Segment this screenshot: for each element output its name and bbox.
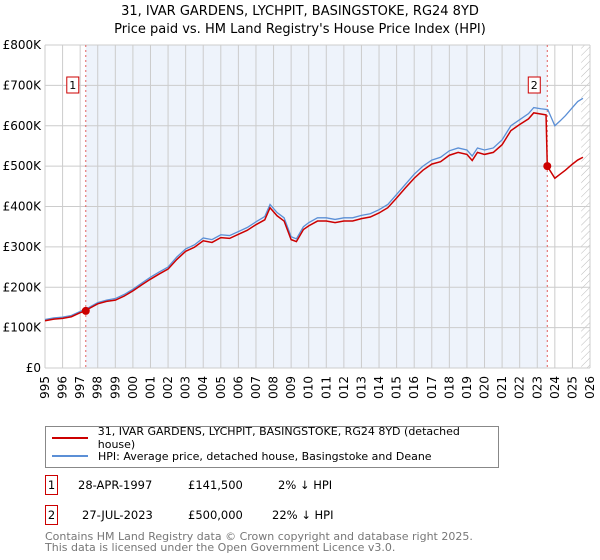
chart-subtitle: Price paid vs. HM Land Registry's House … bbox=[114, 22, 486, 37]
y-tick-label: £300K bbox=[3, 240, 43, 254]
transaction-date: 28-APR-1997 bbox=[78, 478, 153, 492]
legend-property: 31, IVAR GARDENS, LYCHPIT, BASINGSTOKE, … bbox=[97, 425, 460, 451]
y-tick-label: £700K bbox=[3, 78, 43, 92]
x-tick-label: 2024 bbox=[548, 376, 562, 400]
x-tick-label: 2006 bbox=[231, 376, 245, 400]
chart-title: 31, IVAR GARDENS, LYCHPIT, BASINGSTOKE, … bbox=[121, 4, 479, 19]
x-tick-label: 2004 bbox=[196, 376, 210, 400]
x-tick-label: 2007 bbox=[249, 376, 263, 400]
legend-blue-line bbox=[52, 455, 88, 457]
x-tick-label: 1997 bbox=[73, 376, 87, 400]
transaction-hpi: 2% ↓ HPI bbox=[278, 478, 333, 492]
x-tick-label: 2002 bbox=[161, 376, 175, 400]
x-tick-label: 2000 bbox=[126, 376, 140, 400]
x-tick-label: 2010 bbox=[302, 376, 316, 400]
x-tick-label: 2013 bbox=[354, 376, 368, 400]
footer-copyright: Contains HM Land Registry data © Crown c… bbox=[45, 530, 473, 543]
x-tick-label: 2025 bbox=[565, 376, 579, 400]
x-tick-label: 2016 bbox=[407, 376, 421, 400]
marker-badge: 1 bbox=[45, 475, 58, 495]
transaction-hpi: 22% ↓ HPI bbox=[272, 508, 334, 522]
x-tick-label: 1995 bbox=[38, 376, 52, 400]
x-tick-label: 2001 bbox=[143, 376, 157, 400]
y-tick-label: £600K bbox=[3, 119, 43, 133]
x-tick-label: 2015 bbox=[390, 376, 404, 400]
y-tick-label: £100K bbox=[3, 321, 43, 335]
sale-point bbox=[81, 306, 90, 315]
sale-label-box bbox=[527, 76, 541, 94]
y-tick-label: £800K bbox=[3, 38, 43, 52]
sale-label: 2 bbox=[531, 79, 538, 92]
x-tick-label: 2005 bbox=[214, 376, 228, 400]
price-chart: 1995 1996 1997 1998 1999 2000 2001 2002 2003 2004… bbox=[3, 38, 597, 400]
x-tick-label: 1998 bbox=[91, 376, 105, 400]
property-price-line bbox=[44, 112, 584, 322]
x-tick-label: 2022 bbox=[513, 376, 527, 400]
x-tick-label: 2008 bbox=[267, 376, 281, 400]
legend-hpi: HPI: Average price, detached house, Basi… bbox=[98, 449, 432, 463]
x-tick-label: 2012 bbox=[337, 376, 351, 400]
hpi-line bbox=[44, 97, 584, 321]
legend: 31, IVAR GARDENS, LYCHPIT, BASINGSTOKE, … bbox=[45, 425, 499, 468]
x-tick-label: 2017 bbox=[425, 376, 439, 400]
x-tick-label: 2019 bbox=[460, 376, 474, 400]
x-tick-label: 2023 bbox=[530, 376, 544, 400]
y-tick-label: £500K bbox=[3, 159, 43, 173]
x-tick-label: 2021 bbox=[495, 376, 509, 400]
x-tick-label: 2014 bbox=[372, 376, 386, 400]
x-tick-label: 2003 bbox=[179, 376, 193, 400]
sale-label: 1 bbox=[69, 79, 76, 92]
sale-label-box bbox=[66, 76, 80, 94]
x-tick-label: 1996 bbox=[56, 376, 70, 400]
transaction-row: 2 27-JUL-2023 £500,000 22% ↓ HPI bbox=[45, 505, 445, 525]
footer-licence: This data is licensed under the Open Gov… bbox=[45, 541, 396, 554]
y-tick-label: £200K bbox=[3, 280, 43, 294]
x-tick-label: 2011 bbox=[319, 376, 333, 400]
x-tick-label: 2018 bbox=[442, 376, 456, 400]
transaction-row: 1 28-APR-1997 £141,500 2% ↓ HPI bbox=[45, 475, 445, 495]
x-tick-label: 2026 bbox=[583, 376, 597, 400]
footer: Contains HM Land Registry data © Crown c… bbox=[45, 531, 473, 553]
transaction-price: £141,500 bbox=[188, 478, 243, 492]
legend-red-line bbox=[52, 437, 88, 439]
y-tick-label: £400K bbox=[3, 200, 43, 214]
marker-badge: 2 bbox=[45, 505, 58, 525]
y-tick-label: £0 bbox=[26, 361, 41, 375]
transaction-date: 27-JUL-2023 bbox=[82, 508, 153, 522]
x-tick-label: 2020 bbox=[478, 376, 492, 400]
transaction-price: £500,000 bbox=[188, 508, 243, 522]
x-tick-label: 2009 bbox=[284, 376, 298, 400]
x-tick-label: 1999 bbox=[108, 376, 122, 400]
sale-point bbox=[543, 162, 552, 171]
